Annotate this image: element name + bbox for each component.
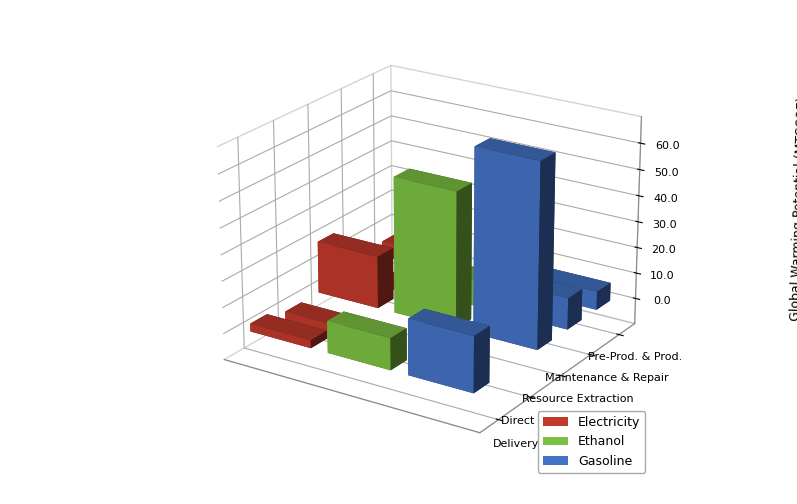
Legend: Electricity, Ethanol, Gasoline: Electricity, Ethanol, Gasoline xyxy=(538,411,645,473)
